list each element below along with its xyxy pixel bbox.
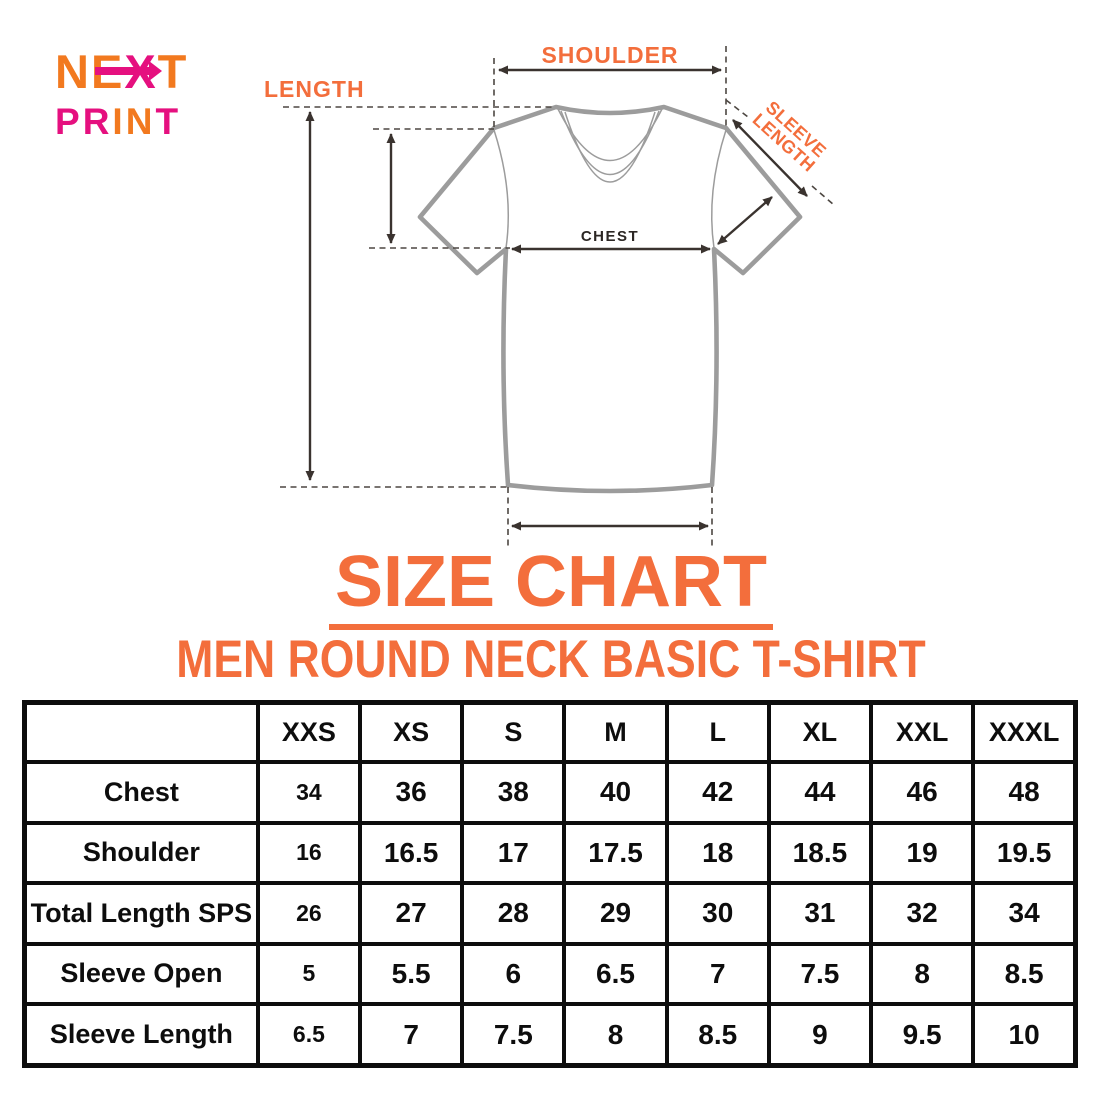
size-value: 6: [460, 941, 567, 1007]
size-value: 42: [664, 760, 771, 825]
row-label: Total Length SPS: [22, 881, 260, 946]
table-row: Shoulder 16 16.5 17 17.5 18 18.5 19 19.5: [22, 820, 1078, 886]
brand-logo-line2: PRINT: [55, 103, 188, 140]
table-row: Sleeve Open 5 5.5 6 6.5 7 7.5 8 8.5: [22, 941, 1078, 1007]
shoulder-label: SHOULDER: [541, 42, 678, 68]
row-label: Chest: [22, 760, 260, 825]
size-value: 8.5: [971, 941, 1078, 1007]
logo-letter: R: [82, 101, 113, 142]
size-value: 36: [358, 760, 465, 825]
size-value: 28: [460, 881, 567, 946]
size-value: 7.5: [460, 1002, 567, 1068]
table-row: Sleeve Length 6.5 7 7.5 8 8.5 9 9.5 10: [22, 1002, 1078, 1068]
size-col-header: S: [460, 700, 567, 765]
size-value: 7: [358, 1002, 465, 1068]
size-col-header: L: [664, 700, 771, 765]
logo-arrow-icon: [95, 61, 162, 81]
size-value: 18.5: [766, 820, 874, 886]
logo-letter: N: [125, 101, 156, 142]
size-value: 18: [664, 820, 771, 886]
tshirt-outline: [417, 104, 803, 494]
brand-logo-line1: NEXT: [55, 48, 188, 95]
size-value: 44: [766, 760, 874, 825]
size-value: 30: [664, 881, 771, 946]
size-col-header: XXL: [869, 700, 976, 765]
size-value: 8: [869, 941, 976, 1007]
armhole-seam-left: [493, 129, 510, 249]
table-row: Total Length SPS 26 27 28 29 30 31 32 34: [22, 881, 1078, 946]
size-value: 27: [358, 881, 465, 946]
page-title: SIZE CHART: [329, 546, 773, 630]
logo-letter: P: [55, 101, 83, 142]
size-value: 29: [562, 881, 669, 946]
row-label: Sleeve Open: [22, 941, 260, 1007]
logo-letter: T: [157, 45, 189, 98]
size-value: 32: [869, 881, 976, 946]
size-value: 7: [664, 941, 771, 1007]
tshirt-measurement-diagram: LENGTH SHOULDER SLEEVE LENGTH CHEST: [264, 42, 835, 546]
title-wrap: SIZE CHART: [0, 546, 1102, 630]
sleeve-length-label: SLEEVE LENGTH: [749, 97, 831, 176]
logo-letter: T: [155, 101, 182, 142]
size-value: 6.5: [255, 1002, 363, 1068]
size-header-row: XXS XS S M L XL XXL XXXL: [22, 700, 1078, 765]
size-value: 17: [460, 820, 567, 886]
size-value: 10: [971, 1002, 1078, 1068]
chest-label: CHEST: [581, 228, 639, 245]
size-value: 8.5: [664, 1002, 771, 1068]
size-col-header: XXS: [255, 700, 363, 765]
size-value: 16.5: [358, 820, 465, 886]
logo-letter: N: [55, 45, 91, 98]
size-value: 5: [255, 941, 363, 1007]
size-col-header: M: [562, 700, 669, 765]
size-value: 26: [255, 881, 363, 946]
length-label: LENGTH: [264, 76, 365, 102]
size-value: 9: [766, 1002, 874, 1068]
size-value: 34: [255, 760, 363, 825]
row-label: Shoulder: [22, 820, 260, 886]
size-value: 19: [869, 820, 976, 886]
size-value: 9.5: [869, 1002, 976, 1068]
size-value: 5.5: [358, 941, 465, 1007]
size-value: 34: [971, 881, 1078, 946]
size-value: 6.5: [562, 941, 669, 1007]
size-value: 16: [255, 820, 363, 886]
size-value: 40: [562, 760, 669, 825]
size-col-header: XS: [358, 700, 465, 765]
size-value: 19.5: [971, 820, 1078, 886]
row-label: Sleeve Length: [22, 1002, 260, 1068]
size-value: 46: [869, 760, 976, 825]
armhole-seam-right: [710, 129, 727, 249]
sleeve-open-arrow: [717, 196, 773, 245]
page-subtitle: MEN ROUND NECK BASIC T-SHIRT: [176, 630, 926, 689]
size-value: 7.5: [766, 941, 874, 1007]
brand-logo: NEXT PRINT: [55, 48, 188, 140]
sleeve-length-arrow: [732, 119, 808, 197]
size-value: 17.5: [562, 820, 669, 886]
size-value: 38: [460, 760, 567, 825]
size-value: 8: [562, 1002, 669, 1068]
table-row: Chest 34 36 38 40 42 44 46 48: [22, 760, 1078, 825]
size-chart-table: XXS XS S M L XL XXL XXXL Chest 34 36 38 …: [22, 700, 1078, 1068]
size-col-header: XL: [766, 700, 874, 765]
dashed-guides: [280, 46, 835, 546]
logo-letter: I: [112, 101, 126, 142]
size-value: 31: [766, 881, 874, 946]
collar-seams: [557, 108, 663, 183]
size-col-header: XXXL: [971, 700, 1078, 765]
size-value: 48: [971, 760, 1078, 825]
empty-corner-cell: [22, 700, 260, 765]
